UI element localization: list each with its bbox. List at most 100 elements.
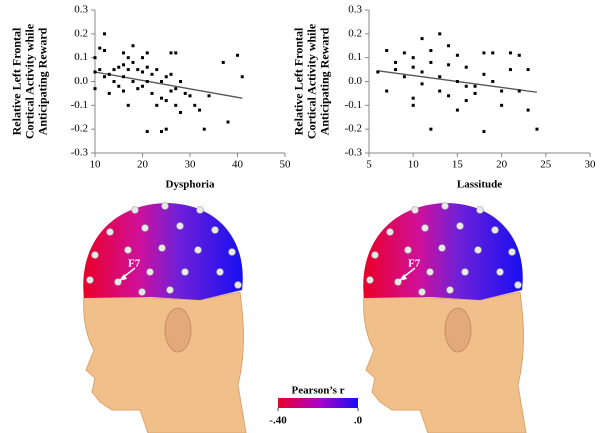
point <box>455 53 459 57</box>
point <box>455 108 459 112</box>
point <box>508 51 512 55</box>
y-axis-title: Relative Left Frontal Cortical Activity … <box>291 23 332 139</box>
point <box>122 89 125 93</box>
point <box>98 46 102 50</box>
point <box>473 91 477 95</box>
point <box>164 99 168 103</box>
y-tick-label: 0.1 <box>74 51 88 63</box>
point <box>107 91 111 95</box>
point <box>517 53 521 57</box>
point <box>394 60 398 64</box>
y-tick-label: -0.1 <box>71 99 88 111</box>
x-tick-label: 5 <box>366 159 372 171</box>
point <box>420 82 424 86</box>
point <box>93 56 97 60</box>
x-tick-label: 40 <box>232 159 244 171</box>
head-map <box>82 201 247 433</box>
electrode-label: F7 <box>128 258 141 270</box>
point <box>122 63 125 67</box>
point <box>126 103 130 107</box>
point <box>141 56 144 60</box>
point <box>117 84 121 88</box>
point <box>179 110 182 114</box>
y-tick-label: 0.2 <box>74 27 88 39</box>
point <box>131 44 135 48</box>
point <box>394 68 398 72</box>
y-tick-label: -0.3 <box>345 147 363 159</box>
point <box>117 65 121 69</box>
y-tick-label: 0.1 <box>348 51 362 63</box>
point <box>464 99 468 103</box>
point <box>164 75 168 79</box>
point <box>155 103 159 107</box>
point <box>455 80 459 83</box>
x-tick-label: 20 <box>137 159 149 171</box>
point <box>438 32 442 36</box>
y-tick-label: -0.2 <box>71 123 88 135</box>
point <box>131 60 135 64</box>
point <box>183 91 187 95</box>
point <box>221 60 225 64</box>
point <box>150 72 154 76</box>
colorbar-title: Pearson’s r <box>291 385 344 397</box>
point <box>429 127 433 131</box>
point <box>93 87 97 91</box>
point <box>517 89 521 93</box>
point <box>411 65 415 69</box>
point <box>535 127 539 131</box>
x-tick-label: 50 <box>280 159 292 171</box>
point <box>508 68 512 72</box>
y-tick-label: -0.2 <box>345 123 362 135</box>
point <box>136 87 140 91</box>
point <box>188 94 192 98</box>
point <box>447 63 451 67</box>
y-tick-label: -0.1 <box>345 99 362 111</box>
point <box>420 70 424 74</box>
point <box>145 80 149 83</box>
point <box>160 96 163 100</box>
point <box>438 89 442 93</box>
point <box>160 80 163 83</box>
point <box>136 68 140 72</box>
point <box>482 51 486 55</box>
y-tick-label: 0.3 <box>74 4 88 16</box>
point <box>236 53 239 57</box>
point <box>193 103 197 107</box>
point <box>429 60 433 64</box>
point <box>169 89 173 93</box>
point <box>240 75 244 79</box>
point <box>112 80 116 83</box>
point <box>112 68 116 72</box>
y-tick-label: -0.3 <box>71 147 89 159</box>
point <box>420 37 424 41</box>
x-tick-label: 30 <box>585 159 597 171</box>
point <box>103 49 106 53</box>
point <box>155 68 159 72</box>
point <box>98 68 102 72</box>
point <box>526 108 530 112</box>
point <box>385 89 389 93</box>
point <box>174 51 178 55</box>
point <box>103 32 106 36</box>
y-tick-label: 0.3 <box>348 4 362 16</box>
point <box>126 56 130 60</box>
point <box>447 94 451 98</box>
point <box>207 94 211 98</box>
point <box>491 51 495 55</box>
colorbar-tick-label: .0 <box>354 415 363 427</box>
x-axis-title: Lassitude <box>457 179 502 191</box>
x-tick-label: 20 <box>496 159 508 171</box>
point <box>464 65 468 69</box>
y-axis-title: Relative Left Frontal Cortical Activity … <box>9 23 50 139</box>
point <box>122 51 125 55</box>
point <box>482 72 486 76</box>
point <box>411 56 415 60</box>
point <box>145 65 149 69</box>
point <box>202 127 206 131</box>
point <box>150 91 154 95</box>
electrode-label: F7 <box>408 258 421 270</box>
point <box>198 108 201 112</box>
point <box>438 75 442 79</box>
